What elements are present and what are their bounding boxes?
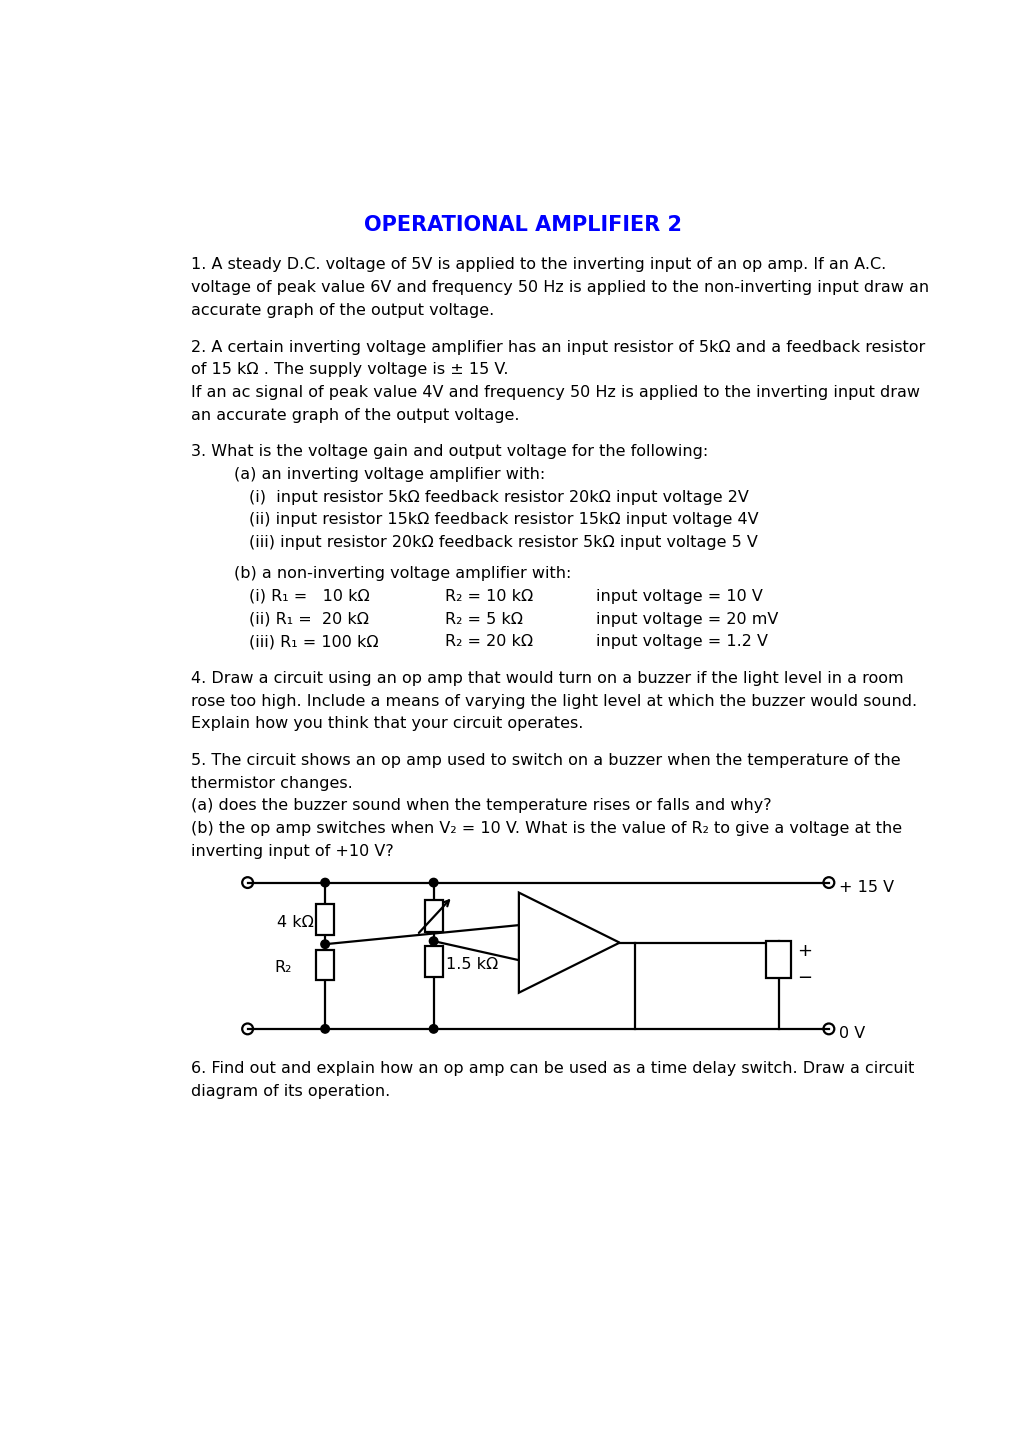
Circle shape: [429, 937, 437, 945]
Text: inverting input of +10 V?: inverting input of +10 V?: [191, 844, 393, 858]
Text: thermistor changes.: thermistor changes.: [191, 776, 353, 791]
Circle shape: [321, 1025, 329, 1032]
Bar: [424, 946, 442, 978]
Text: (iii) R₁ = 100 kΩ: (iii) R₁ = 100 kΩ: [249, 634, 378, 649]
Text: (ii) input resistor 15kΩ feedback resistor 15kΩ input voltage 4V: (ii) input resistor 15kΩ feedback resist…: [249, 513, 758, 527]
Text: (b) a non-inverting voltage amplifier with:: (b) a non-inverting voltage amplifier wi…: [233, 566, 571, 582]
Text: (i) R₁ =   10 kΩ: (i) R₁ = 10 kΩ: [249, 589, 370, 603]
Text: of 15 kΩ . The supply voltage is ± 15 V.: of 15 kΩ . The supply voltage is ± 15 V.: [191, 363, 508, 377]
Text: accurate graph of the output voltage.: accurate graph of the output voltage.: [191, 302, 494, 318]
Text: (i)  input resistor 5kΩ feedback resistor 20kΩ input voltage 2V: (i) input resistor 5kΩ feedback resistor…: [249, 490, 748, 504]
Text: 4 kΩ: 4 kΩ: [277, 914, 314, 930]
Text: OPERATIONAL AMPLIFIER 2: OPERATIONAL AMPLIFIER 2: [364, 215, 681, 235]
Bar: [316, 904, 333, 935]
Text: input voltage = 10 V: input voltage = 10 V: [596, 589, 762, 603]
Text: +: +: [528, 956, 543, 973]
Text: input voltage = 20 mV: input voltage = 20 mV: [596, 612, 777, 626]
Text: R₂ = 10 kΩ: R₂ = 10 kΩ: [445, 589, 533, 603]
Text: input voltage = 1.2 V: input voltage = 1.2 V: [596, 634, 767, 649]
Text: diagram of its operation.: diagram of its operation.: [191, 1084, 390, 1099]
Text: an accurate graph of the output voltage.: an accurate graph of the output voltage.: [191, 408, 519, 423]
Bar: [765, 942, 791, 978]
Text: 0 V: 0 V: [839, 1025, 864, 1041]
Polygon shape: [519, 893, 619, 992]
Text: voltage of peak value 6V and frequency 50 Hz is applied to the non-inverting inp: voltage of peak value 6V and frequency 5…: [191, 281, 928, 295]
Text: (ii) R₁ =  20 kΩ: (ii) R₁ = 20 kΩ: [249, 612, 369, 626]
Text: Explain how you think that your circuit operates.: Explain how you think that your circuit …: [191, 716, 583, 732]
Text: + 15 V: + 15 V: [839, 880, 894, 894]
Text: 2. A certain inverting voltage amplifier has an input resistor of 5kΩ and a feed: 2. A certain inverting voltage amplifier…: [191, 340, 924, 354]
Text: 1. A steady D.C. voltage of 5V is applied to the inverting input of an op amp. I: 1. A steady D.C. voltage of 5V is applie…: [191, 258, 886, 272]
Text: 3. What is the voltage gain and output voltage for the following:: 3. What is the voltage gain and output v…: [191, 444, 707, 459]
Circle shape: [321, 940, 329, 949]
Text: (a) an inverting voltage amplifier with:: (a) an inverting voltage amplifier with:: [233, 467, 544, 482]
Text: (b) the op amp switches when V₂ = 10 V. What is the value of R₂ to give a voltag: (b) the op amp switches when V₂ = 10 V. …: [191, 821, 901, 837]
Text: R₂ = 20 kΩ: R₂ = 20 kΩ: [445, 634, 533, 649]
Text: −: −: [528, 920, 543, 939]
Text: (a) does the buzzer sound when the temperature rises or falls and why?: (a) does the buzzer sound when the tempe…: [191, 798, 771, 814]
Text: R₂: R₂: [274, 960, 291, 975]
Circle shape: [429, 1025, 437, 1032]
Text: +: +: [796, 942, 811, 960]
Text: −: −: [796, 969, 811, 986]
Text: 4. Draw a circuit using an op amp that would turn on a buzzer if the light level: 4. Draw a circuit using an op amp that w…: [191, 671, 903, 685]
Text: (iii) input resistor 20kΩ feedback resistor 5kΩ input voltage 5 V: (iii) input resistor 20kΩ feedback resis…: [249, 536, 757, 550]
Bar: [424, 900, 442, 932]
Text: 5. The circuit shows an op amp used to switch on a buzzer when the temperature o: 5. The circuit shows an op amp used to s…: [191, 753, 900, 768]
Text: R₂ = 5 kΩ: R₂ = 5 kΩ: [445, 612, 523, 626]
Text: rose too high. Include a means of varying the light level at which the buzzer wo: rose too high. Include a means of varyin…: [191, 694, 916, 708]
Bar: [316, 949, 333, 981]
Text: 6. Find out and explain how an op amp can be used as a time delay switch. Draw a: 6. Find out and explain how an op amp ca…: [191, 1061, 913, 1076]
Circle shape: [321, 878, 329, 887]
Text: If an ac signal of peak value 4V and frequency 50 Hz is applied to the inverting: If an ac signal of peak value 4V and fre…: [191, 384, 919, 400]
Circle shape: [429, 878, 437, 887]
Text: 1.5 kΩ: 1.5 kΩ: [445, 956, 498, 972]
